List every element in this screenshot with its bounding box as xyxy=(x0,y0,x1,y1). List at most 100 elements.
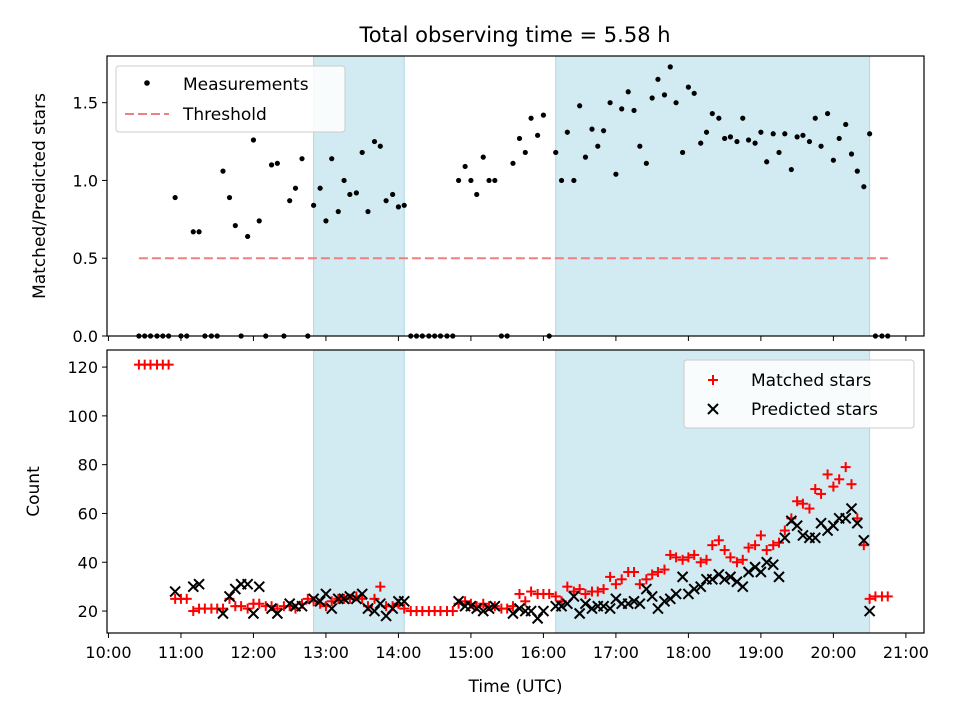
y-tick-label: 1.5 xyxy=(73,94,98,113)
x-stroke xyxy=(525,605,537,617)
legend-matched-label: Matched stars xyxy=(751,371,871,391)
x-stroke xyxy=(452,595,465,607)
measurement-point xyxy=(371,138,378,145)
matched-stars-point xyxy=(598,584,609,595)
predicted-stars-point xyxy=(283,598,296,610)
x-stroke xyxy=(809,532,821,544)
x-stroke xyxy=(731,576,743,588)
legend-predicted-marker xyxy=(707,403,719,415)
measurement-point xyxy=(764,159,770,165)
measurement-point xyxy=(824,110,831,117)
x-stroke xyxy=(840,512,852,525)
top-shaded-regions xyxy=(313,55,871,337)
measurement-point xyxy=(709,110,715,117)
x-stroke xyxy=(755,566,767,578)
matched-stars-point xyxy=(677,554,688,565)
x-stroke xyxy=(695,580,707,593)
measurement-point xyxy=(226,194,233,201)
predicted-stars-point xyxy=(718,573,731,586)
matched-stars-point xyxy=(629,567,640,578)
measurement-point xyxy=(848,151,855,157)
y-tick-label: 120 xyxy=(67,358,98,377)
matched-stars-point xyxy=(616,574,627,585)
measurement-point xyxy=(734,138,740,145)
matched-stars-point xyxy=(634,579,645,590)
matched-stars-point xyxy=(502,603,513,614)
x-stroke xyxy=(344,590,356,603)
predicted-stars-point xyxy=(858,534,870,547)
measurement-point xyxy=(661,92,668,98)
predicted-stars-point xyxy=(368,605,381,617)
measurement-point xyxy=(758,129,764,135)
measurement-point xyxy=(619,106,625,112)
predicted-stars-point xyxy=(356,588,368,600)
predicted-stars-point xyxy=(573,607,586,620)
y-tick-label: 0.0 xyxy=(73,327,98,346)
matched-stars-point xyxy=(605,571,616,582)
measurement-point xyxy=(818,143,824,149)
y-tick-label: 1.0 xyxy=(73,171,98,190)
top-legend: Measurements Threshold xyxy=(115,65,346,133)
predicted-stars-point xyxy=(845,502,858,515)
predicted-stars-point xyxy=(579,598,592,610)
matched-stars-point xyxy=(163,359,174,370)
predicted-stars-point xyxy=(640,583,653,595)
measurement-point xyxy=(589,126,595,132)
measurement-point xyxy=(401,202,407,208)
predicted-stars-point xyxy=(622,598,634,610)
matched-stars-point xyxy=(774,537,785,548)
predicted-stars-point xyxy=(374,598,387,610)
measurement-point xyxy=(383,198,389,204)
matched-stars-point xyxy=(550,591,561,602)
predicted-stars-point xyxy=(688,583,700,595)
measurement-point xyxy=(867,131,873,137)
top-y-axis-label: Matched/Predicted stars xyxy=(30,93,50,299)
matched-stars-point xyxy=(779,525,790,536)
measurement-point xyxy=(800,132,806,138)
measurement-point xyxy=(299,156,305,162)
predicted-stars-point xyxy=(452,595,465,607)
x-stroke xyxy=(597,600,610,612)
x-stroke xyxy=(362,602,374,615)
matched-stars-point xyxy=(840,462,851,473)
x-stroke xyxy=(169,585,181,598)
measurement-point xyxy=(577,103,583,109)
x-stroke xyxy=(646,590,658,603)
predicted-stars-point xyxy=(537,605,550,617)
matched-stars-point xyxy=(610,579,621,590)
predicted-stars-point xyxy=(760,556,773,568)
x-tick-label: 20:00 xyxy=(810,643,856,662)
matched-stars-point xyxy=(242,603,253,614)
x-stroke xyxy=(374,598,387,610)
x-stroke xyxy=(604,602,616,615)
measurement-point xyxy=(462,163,468,170)
matched-stars-point xyxy=(852,513,863,524)
measurement-point xyxy=(830,157,836,163)
x-stroke xyxy=(241,578,254,590)
matched-stars-point xyxy=(864,593,875,604)
predicted-stars-point xyxy=(851,517,864,529)
top-legend-box xyxy=(115,65,346,133)
x-stroke xyxy=(610,593,622,605)
matched-stars-point xyxy=(858,540,869,551)
predicted-stars-point xyxy=(253,580,265,593)
measurement-point xyxy=(782,131,788,137)
predicted-stars-point xyxy=(555,600,568,612)
x-stroke xyxy=(713,568,725,581)
matched-stars-point xyxy=(520,596,531,607)
predicted-stars-point xyxy=(483,602,495,615)
x-stroke xyxy=(296,600,308,612)
predicted-stars-point xyxy=(398,595,410,607)
measurement-point xyxy=(335,208,341,215)
bottom-axes: 10:00 11:00 12:00 13:00 14:00 15:00 16:00 17:00… xyxy=(24,349,929,697)
predicted-stars-point xyxy=(271,607,284,620)
matched-stars-point xyxy=(671,552,682,563)
predicted-stars-point xyxy=(791,519,803,532)
measurement-point xyxy=(256,218,262,224)
measurement-point xyxy=(274,160,280,166)
x-stroke xyxy=(338,593,350,605)
predicted-stars-point xyxy=(489,600,501,612)
predicted-stars-point xyxy=(247,607,260,620)
measurement-point xyxy=(691,90,697,96)
predicted-stars-point xyxy=(742,566,755,578)
